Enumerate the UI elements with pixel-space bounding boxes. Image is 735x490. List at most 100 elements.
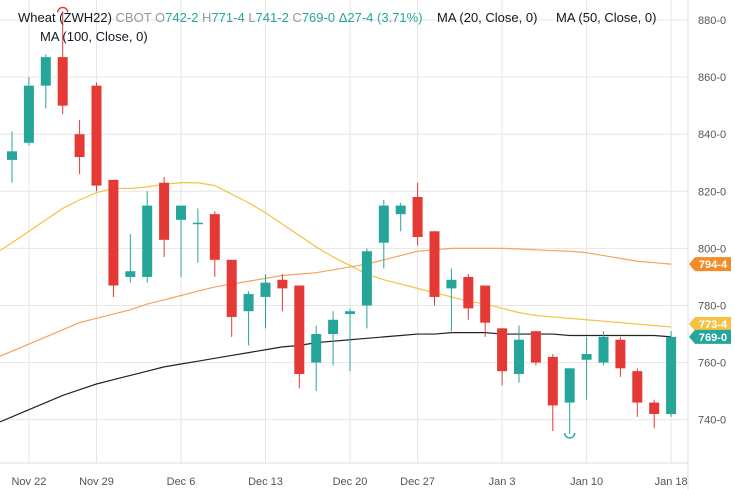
candle-body	[497, 328, 508, 372]
candle	[598, 331, 609, 366]
candle-body	[632, 371, 643, 403]
candle-body	[176, 205, 186, 220]
ma50-legend[interactable]: MA (50, Close, 0)	[556, 10, 657, 25]
candle	[176, 205, 186, 277]
candle-body	[378, 205, 389, 243]
candle	[226, 259, 237, 337]
candle-body	[581, 354, 592, 360]
high-marker	[57, 6, 576, 439]
ma20-legend[interactable]: MA (20, Close, 0)	[437, 10, 538, 25]
candle	[463, 274, 474, 320]
candlesticks	[7, 11, 677, 434]
session-low-arc	[564, 432, 576, 439]
y-tick-label: 740-0	[698, 415, 726, 427]
badge-label: 769-0	[699, 332, 727, 344]
x-tick-label: Dec 27	[400, 476, 435, 488]
candle	[40, 54, 51, 109]
candle	[530, 331, 541, 366]
candle-body	[57, 57, 68, 106]
y-tick-label: 860-0	[698, 72, 726, 84]
candle	[429, 231, 440, 306]
candle	[564, 368, 575, 434]
x-tick-label: Jan 10	[570, 476, 603, 488]
candle-body	[243, 294, 254, 312]
candle	[395, 202, 406, 232]
candle	[497, 328, 508, 386]
price-axis[interactable]: 880-0 860-0 840-0 820-0 800-0 780-0 760-0 740-0	[698, 15, 726, 427]
candle	[378, 199, 389, 269]
candle	[328, 311, 339, 366]
candle-body	[463, 276, 474, 309]
candle-body	[446, 279, 457, 289]
candle	[57, 11, 68, 115]
symbol-name: Wheat (ZWH22)	[18, 10, 112, 25]
high-value: 771-4	[211, 10, 245, 25]
low-value: 741-2	[255, 10, 289, 25]
candle	[91, 82, 102, 192]
x-tick-label: Dec 6	[167, 476, 196, 488]
y-tick-label: 840-0	[698, 129, 726, 141]
candle-body	[311, 334, 322, 363]
grid-lines	[0, 0, 689, 490]
candle-body	[260, 282, 271, 297]
price-badge: 773-4	[689, 317, 731, 332]
candle-body	[615, 339, 626, 369]
price-badge: 794-4	[689, 257, 731, 272]
candle	[277, 274, 288, 312]
candle-body	[480, 285, 491, 323]
x-tick-label: Dec 20	[333, 476, 368, 488]
candle-body	[226, 259, 237, 317]
close-label: C	[292, 10, 302, 25]
candle	[159, 177, 170, 257]
candle	[666, 331, 677, 417]
high-label: H	[202, 10, 212, 25]
ma50-line	[0, 247, 672, 357]
candle	[615, 336, 626, 377]
candle-body	[564, 368, 575, 403]
badge-shape	[689, 317, 731, 332]
time-axis[interactable]: Nov 22 Nov 29 Dec 6 Dec 13 Dec 20 Dec 27 Jan 3…	[11, 476, 687, 488]
candle-body	[192, 222, 203, 225]
candle	[142, 191, 153, 283]
candle	[125, 234, 136, 283]
candle	[446, 268, 457, 332]
candle-body	[142, 205, 153, 277]
candle-body	[159, 182, 170, 240]
badge-label: 794-4	[699, 259, 728, 271]
candle-body	[547, 356, 558, 406]
low-label: L	[248, 10, 256, 25]
candle	[7, 131, 17, 183]
candle	[311, 325, 322, 392]
candle	[632, 368, 643, 417]
candle-body	[40, 57, 51, 86]
candle-body	[649, 402, 660, 414]
session-high-arc	[57, 6, 69, 13]
candle	[480, 285, 491, 337]
candle-body	[361, 251, 372, 306]
candle-body	[125, 271, 136, 277]
badge-shape	[689, 329, 731, 344]
ma20-line	[0, 182, 672, 328]
candle-body	[514, 339, 524, 375]
candle	[649, 399, 660, 429]
ma100-legend[interactable]: MA (100, Close, 0)	[40, 29, 148, 44]
close-value: 769-0	[301, 10, 336, 25]
y-tick-label: 880-0	[698, 15, 726, 27]
open-value: 742-2	[165, 10, 199, 25]
y-tick-label: 760-0	[698, 358, 726, 370]
candle-body	[23, 85, 34, 143]
candle-body	[294, 285, 305, 375]
candle	[192, 208, 203, 263]
candle	[260, 274, 271, 329]
candle-body	[209, 214, 220, 260]
candle	[243, 291, 254, 346]
candle	[412, 182, 423, 246]
candle-body	[395, 205, 406, 215]
candle-body	[530, 331, 541, 363]
candle-body	[598, 336, 609, 363]
candle-body	[328, 319, 339, 335]
badge-shape	[689, 257, 731, 272]
candle-body	[7, 151, 17, 160]
candle	[581, 336, 592, 400]
